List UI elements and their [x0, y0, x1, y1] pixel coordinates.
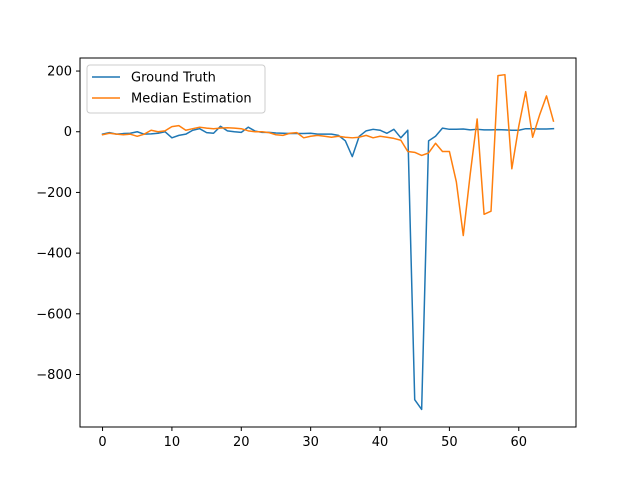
y-tick-label: −200 — [36, 186, 72, 201]
x-tick-label: 0 — [98, 435, 106, 450]
plot-frame — [79, 57, 577, 428]
x-tick-label: 20 — [233, 435, 250, 450]
legend-label: Median Estimation — [131, 92, 252, 107]
legend-label: Ground Truth — [131, 71, 216, 86]
x-tick-label: 10 — [164, 435, 181, 450]
y-tick-label: −600 — [36, 307, 72, 322]
x-axis: 0 10 20 30 40 50 60 — [98, 427, 527, 450]
legend-box — [86, 64, 266, 114]
x-tick-label: 30 — [302, 435, 319, 450]
y-tick-label: 0 — [64, 125, 72, 140]
x-tick-label: 40 — [372, 435, 389, 450]
y-tick-label: 200 — [47, 65, 72, 80]
y-tick-label: −800 — [36, 368, 72, 383]
x-tick-label: 50 — [441, 435, 458, 450]
y-tick-label: −400 — [36, 247, 72, 262]
y-axis: 200 0 −200 −400 −600 −800 — [36, 65, 80, 383]
x-tick-label: 60 — [510, 435, 527, 450]
series-layer — [101, 73, 555, 411]
legend: Ground Truth Median Estimation — [86, 64, 266, 114]
series-line-median-estimation — [101, 73, 555, 237]
